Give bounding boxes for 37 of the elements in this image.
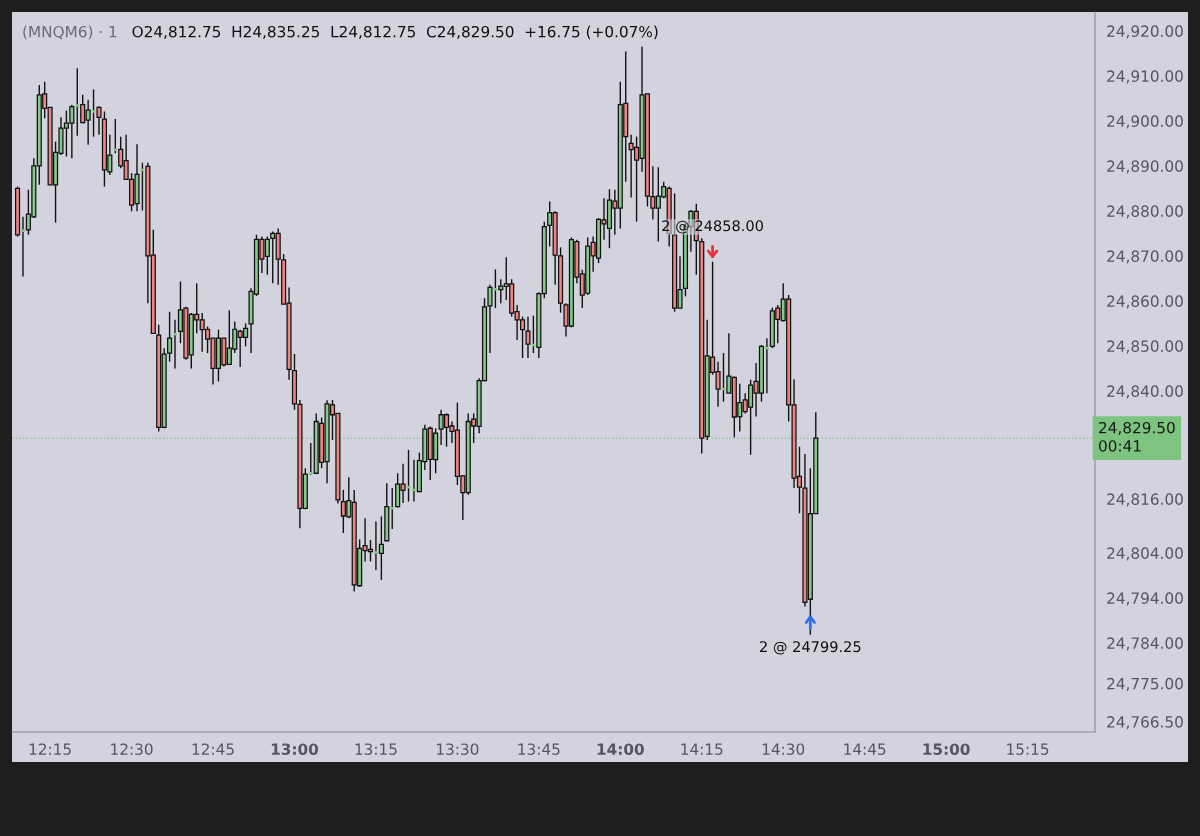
y-tick-label: 24,766.50 xyxy=(1107,716,1183,730)
y-tick-label: 24,880.00 xyxy=(1107,205,1183,219)
x-tick-label: 13:30 xyxy=(437,743,479,755)
x-tick-label: 12:30 xyxy=(111,743,153,755)
annotation: 2 @ 24858.00 xyxy=(662,220,763,234)
x-tick-label: 15:15 xyxy=(1007,743,1049,755)
text: (MNQM6) · 1 xyxy=(23,25,117,40)
y-tick-label: 24,804.00 xyxy=(1107,547,1183,561)
text: O24,812.75 H24,835.25 L24,812.75 C24,829.50 +16.75 (+0.07%) xyxy=(132,25,658,40)
candlestick xyxy=(378,515,384,581)
x-tick-label: 15:00 xyxy=(923,743,970,755)
y-tick-label: 24,816.00 xyxy=(1107,493,1183,507)
annotation: 2 @ 24799.25 xyxy=(760,641,861,655)
ref-line-label: 24,829.50 00:41 xyxy=(1099,421,1175,452)
x-tick-label: 12:45 xyxy=(192,743,234,755)
x-tick-label: 14:00 xyxy=(597,743,644,755)
y-tick-label: 24,900.00 xyxy=(1107,115,1183,129)
y-tick-label: 24,784.00 xyxy=(1107,637,1183,651)
x-tick-label: 13:00 xyxy=(271,743,319,755)
y-tick-label: 24,775.00 xyxy=(1107,677,1183,691)
x-tick-label: 14:45 xyxy=(844,743,886,755)
x-tick-label: 13:15 xyxy=(355,743,397,755)
candlestick xyxy=(96,105,102,136)
y-tick-label: 24,794.00 xyxy=(1107,592,1183,606)
y-tick-label: 24,910.00 xyxy=(1107,70,1183,84)
y-tick-label: 24,860.00 xyxy=(1107,295,1183,309)
x-tick-label: 13:45 xyxy=(518,743,560,755)
x-tick-label: 12:15 xyxy=(29,743,71,755)
candlestick xyxy=(525,315,531,359)
y-tick-label: 24,850.00 xyxy=(1107,340,1183,354)
x-tick-label: 14:15 xyxy=(681,743,723,755)
x-tick-label: 14:30 xyxy=(762,743,805,755)
y-tick-label: 24,840.00 xyxy=(1107,385,1183,399)
y-tick-label: 24,920.00 xyxy=(1107,25,1183,39)
y-tick-label: 24,870.00 xyxy=(1107,250,1183,264)
candlestick xyxy=(519,315,526,359)
y-tick-label: 24,890.00 xyxy=(1107,160,1183,174)
